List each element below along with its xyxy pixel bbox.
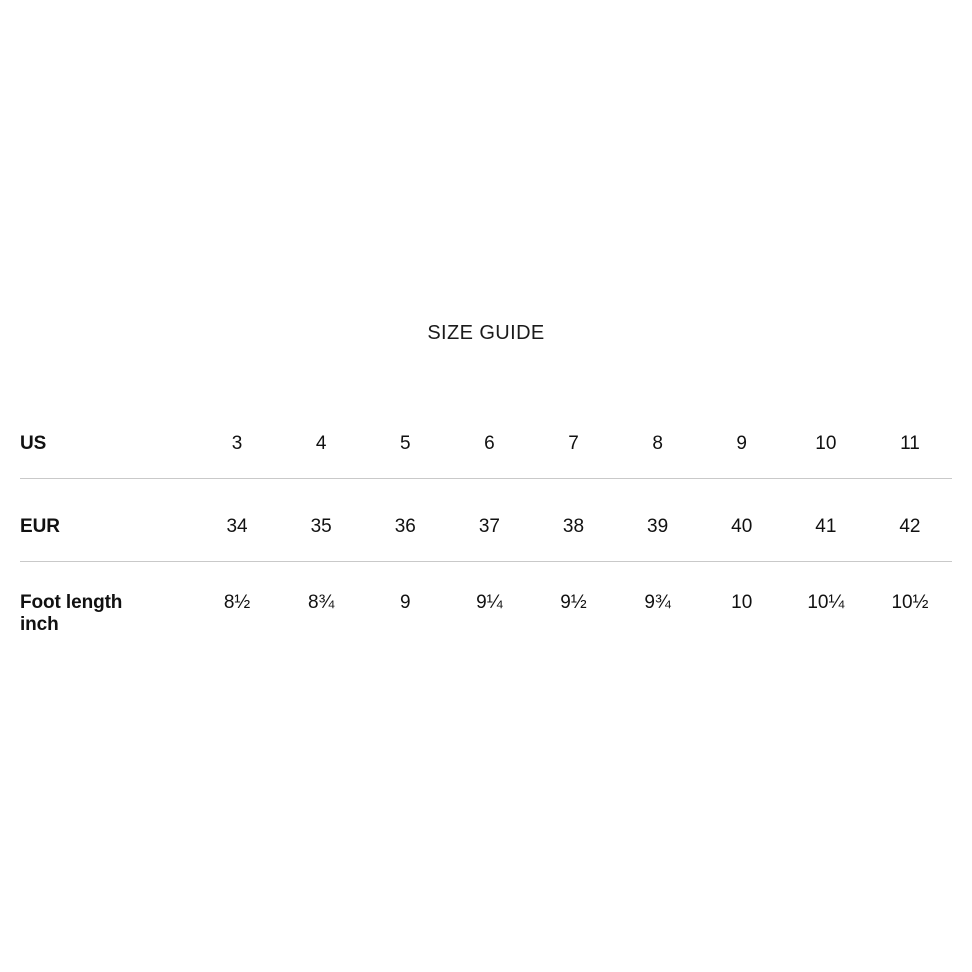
table-cell: 9¼ xyxy=(476,592,503,613)
table-cell: 9 xyxy=(399,592,411,613)
row-label-foot-length: Foot length inch xyxy=(20,576,195,670)
table-row-eur: EUR 34 35 36 37 38 39 40 41 42 xyxy=(20,493,952,562)
table-cell: 8¾ xyxy=(307,592,335,613)
table-cell: 7 xyxy=(531,410,616,479)
table-cell: 8 xyxy=(615,410,700,479)
table-cell: 9¾ xyxy=(644,592,671,613)
page-title: SIZE GUIDE xyxy=(427,322,545,344)
table-cell: 10¼ xyxy=(807,592,845,613)
table-cell: 6 xyxy=(447,410,532,479)
table-row-us: US 3 4 5 6 7 8 9 10 11 xyxy=(20,410,952,479)
table-cell: 40 xyxy=(699,493,784,562)
row-label-foot-length-line-2: inch xyxy=(20,614,59,635)
table-cell: 38 xyxy=(531,493,616,562)
table-cell: 8½ xyxy=(223,592,251,613)
table-row-foot-length: Foot length inch 8½ 8¾ 9 9¼ 9½ 9¾ 10 10¼… xyxy=(20,576,952,670)
table-cell: 10½ xyxy=(891,592,929,613)
table-cell: 4 xyxy=(279,410,364,479)
table-cell: 10 xyxy=(731,592,753,613)
row-spacer xyxy=(20,562,952,577)
table-cell: 9½ xyxy=(560,592,587,613)
row-label-us: US xyxy=(20,410,195,479)
table-cell: 42 xyxy=(867,493,952,562)
table-cell: 11 xyxy=(867,410,952,479)
table-cell: 35 xyxy=(279,493,364,562)
table-cell: 5 xyxy=(363,410,448,479)
table-cell: 39 xyxy=(615,493,700,562)
row-spacer-cell xyxy=(20,562,952,577)
size-guide-table: US 3 4 5 6 7 8 9 10 11 EUR 34 xyxy=(20,410,952,670)
row-spacer-cell xyxy=(20,479,952,494)
row-label-eur: EUR xyxy=(20,493,195,562)
row-spacer xyxy=(20,479,952,494)
table-cell: 34 xyxy=(195,493,280,562)
size-guide-table-body: US 3 4 5 6 7 8 9 10 11 EUR 34 xyxy=(20,410,952,670)
table-cell: 37 xyxy=(447,493,532,562)
table-cell: 41 xyxy=(783,493,868,562)
table-cell: 10 xyxy=(783,410,868,479)
row-label-foot-length-line-1: Foot length xyxy=(20,592,123,613)
table-cell: 36 xyxy=(363,493,448,562)
table-cell: 9 xyxy=(699,410,784,479)
row-label-eur-line-1: EUR xyxy=(20,516,60,537)
row-label-us-line-1: US xyxy=(20,433,47,454)
table-cell: 3 xyxy=(195,410,280,479)
